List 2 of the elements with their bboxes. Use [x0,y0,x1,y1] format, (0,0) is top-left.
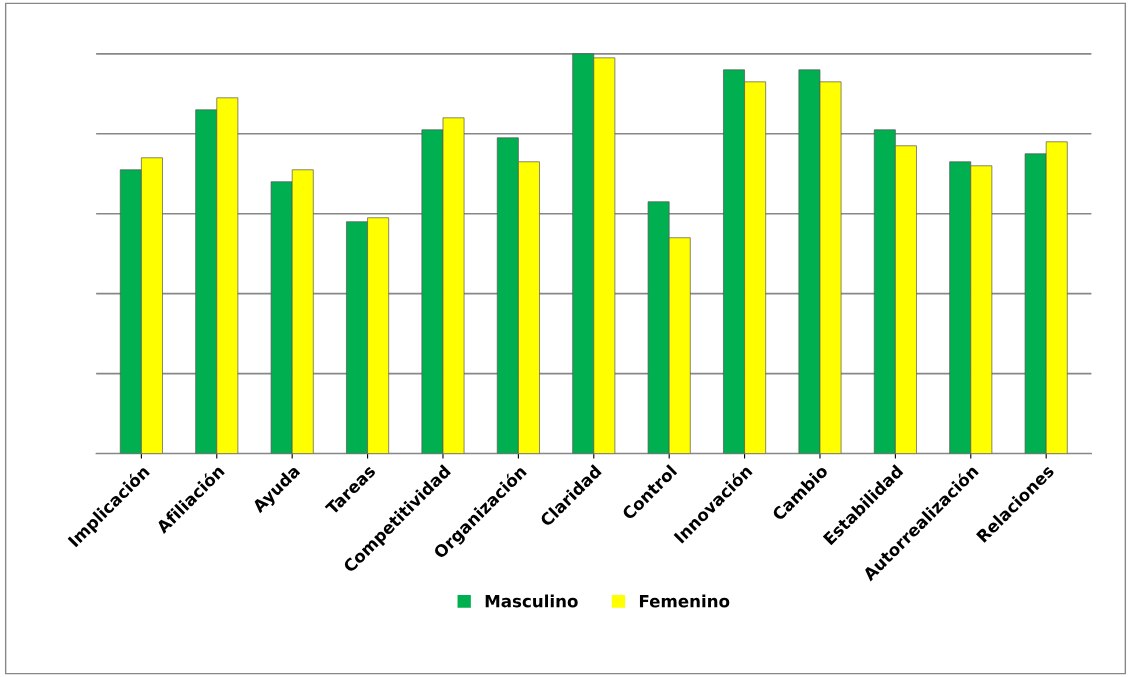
legend-label: Femenino [639,594,730,608]
legend-label: Masculino [485,594,578,608]
